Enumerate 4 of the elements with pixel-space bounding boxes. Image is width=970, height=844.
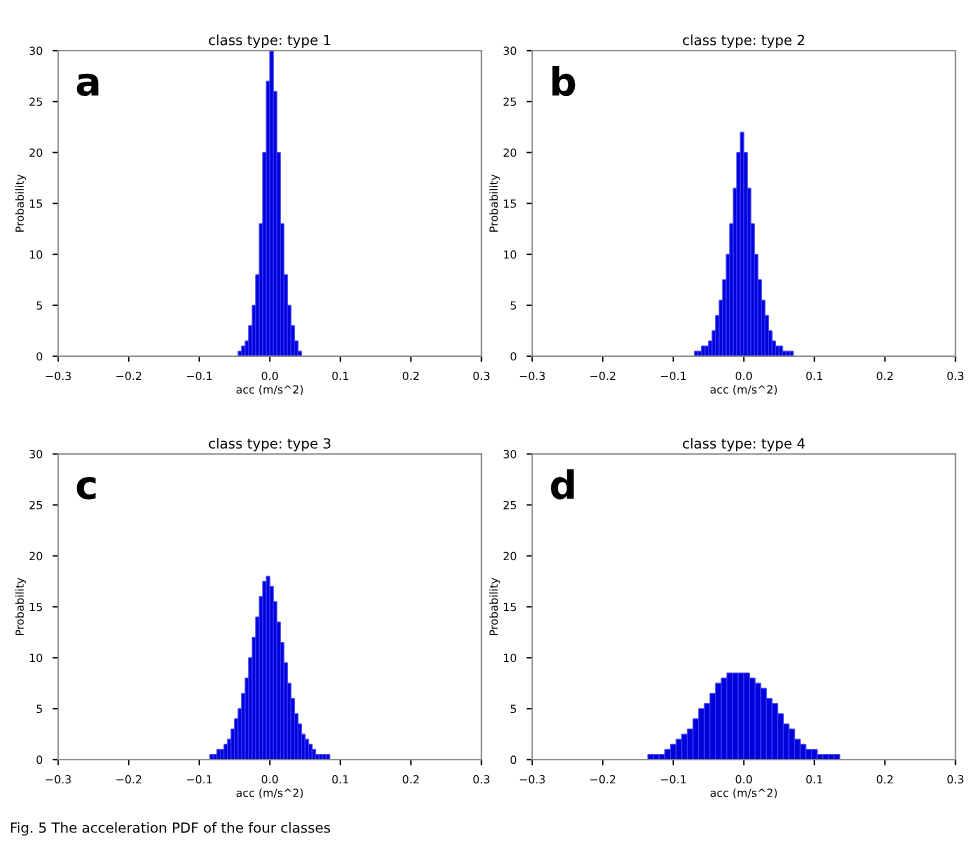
annotation: b (552, 65, 576, 97)
annotation: c (76, 477, 96, 500)
annotation: a (76, 73, 99, 97)
annotation: d (550, 469, 574, 500)
